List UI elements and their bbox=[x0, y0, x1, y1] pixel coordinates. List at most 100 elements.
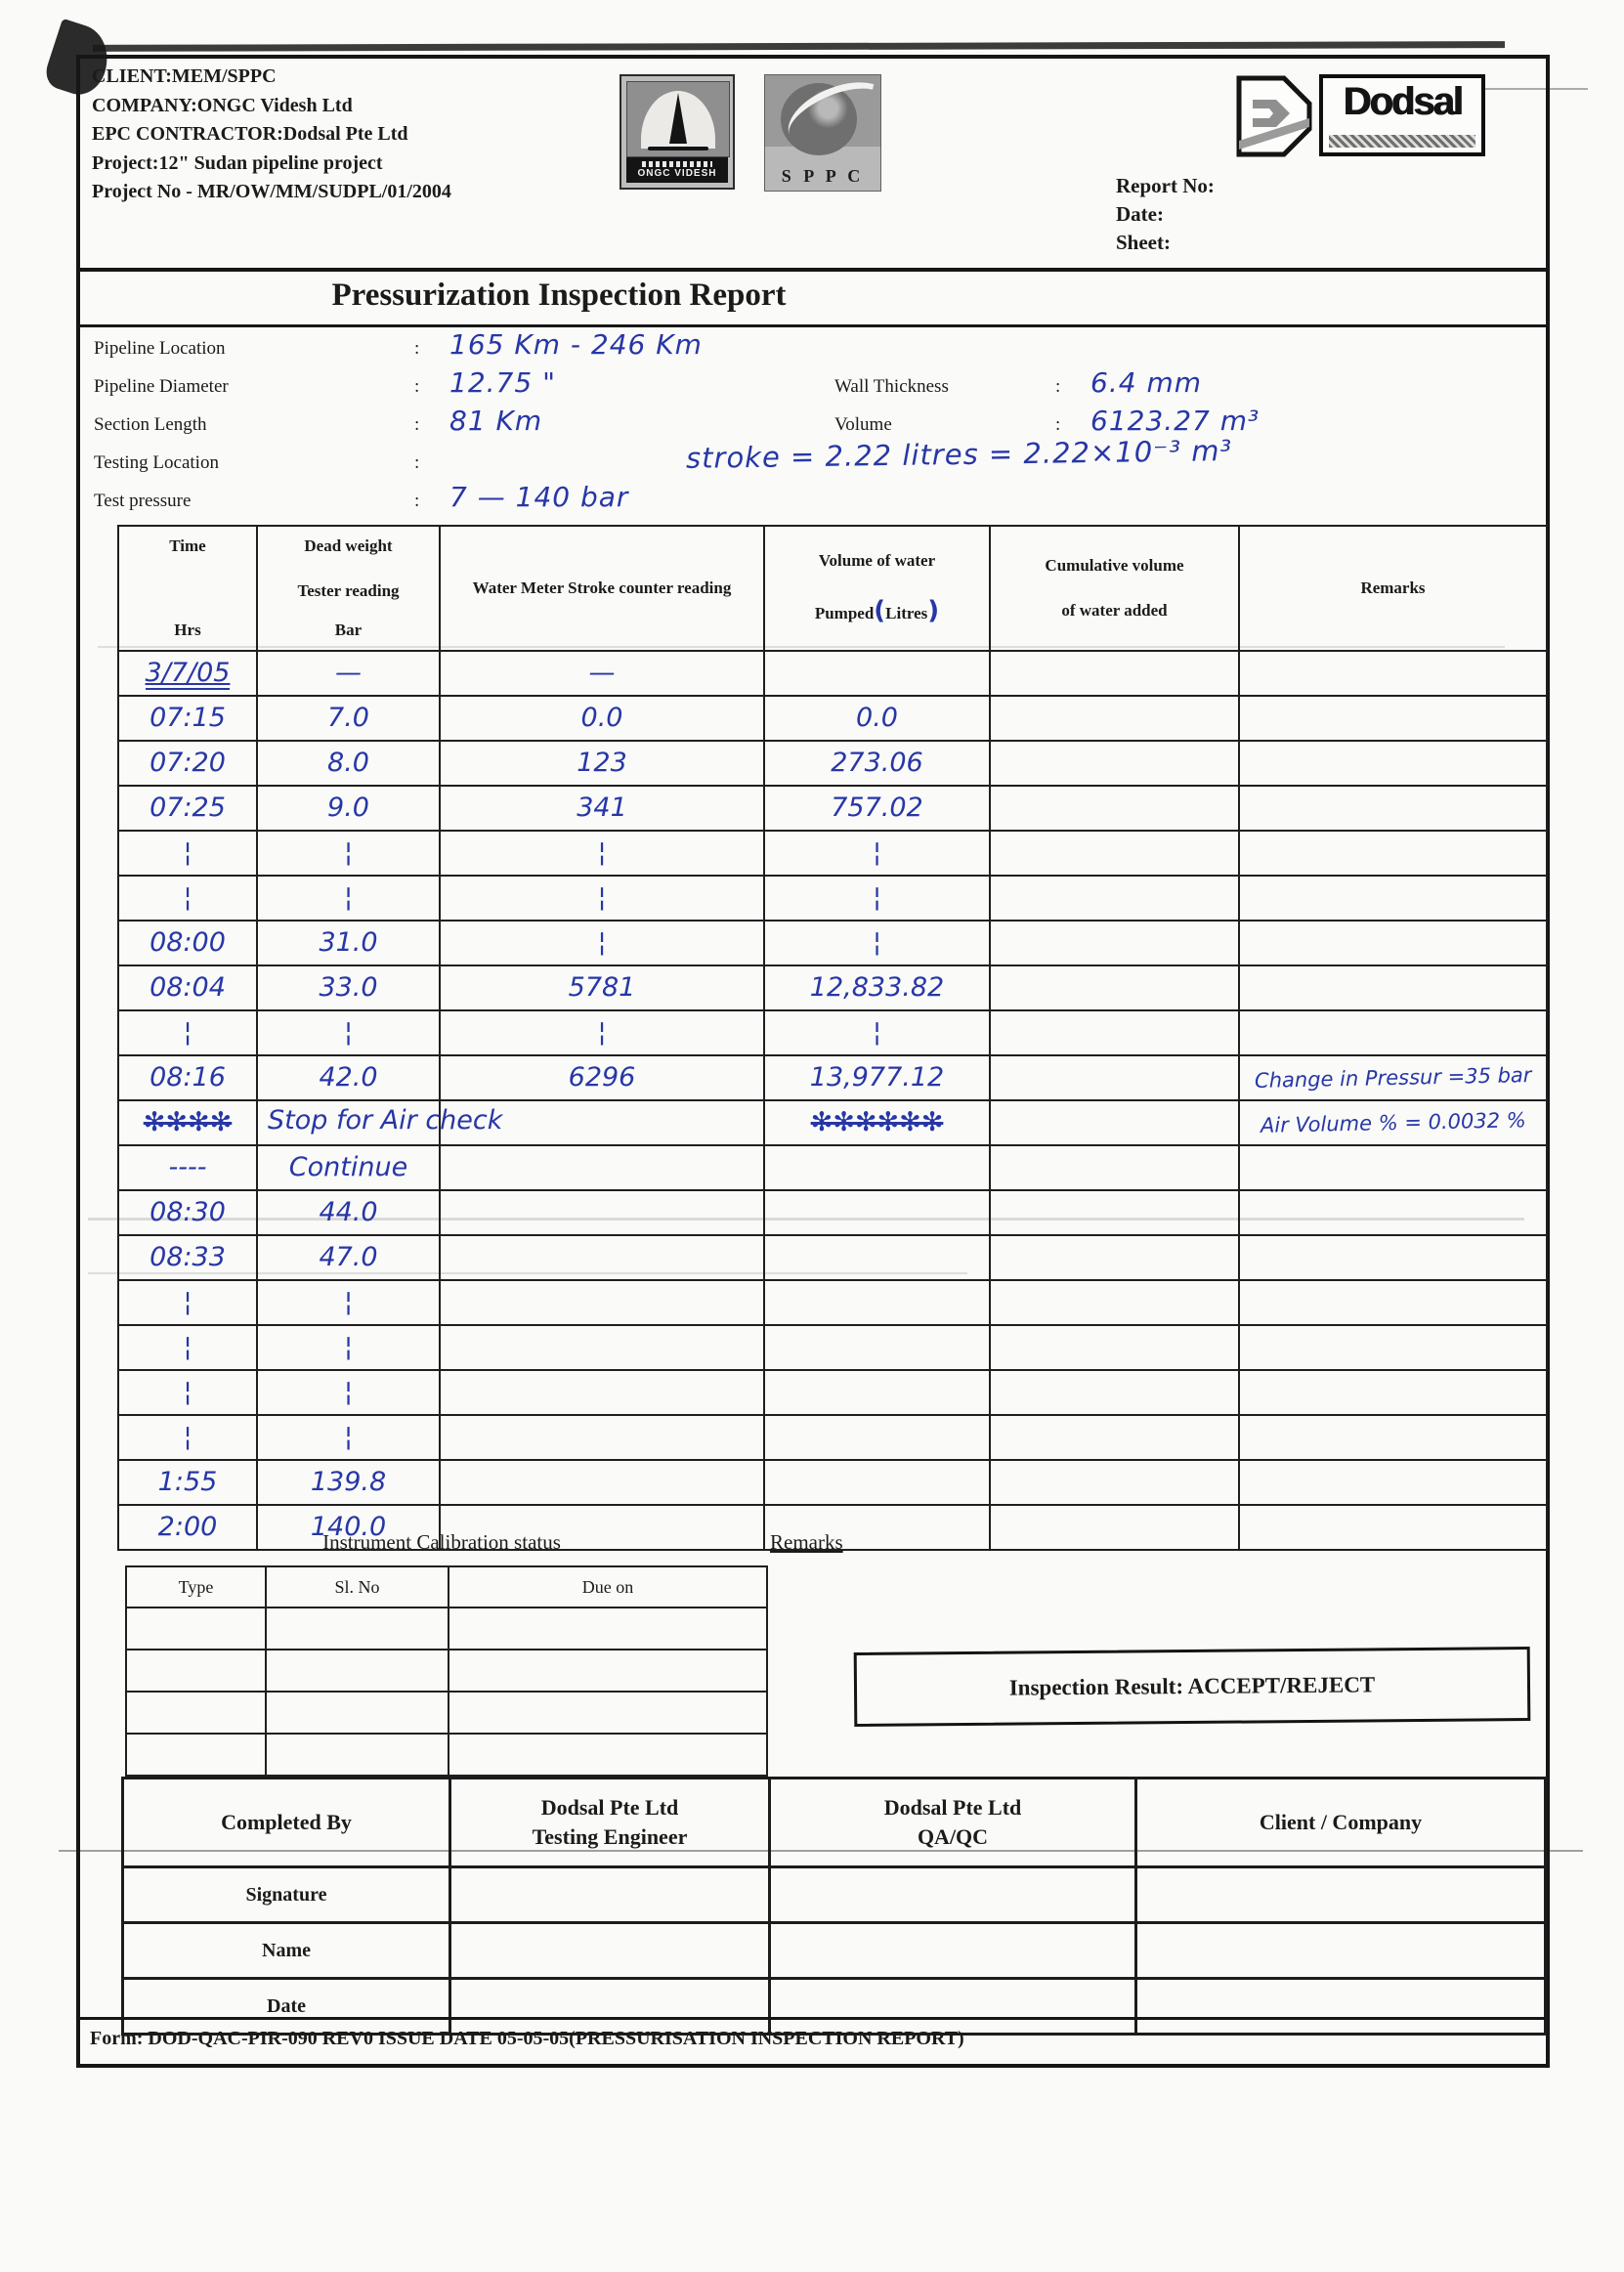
cell-stroke bbox=[439, 1369, 765, 1416]
cell-time: 07:20 bbox=[117, 740, 258, 787]
calibration-cell bbox=[125, 1691, 267, 1735]
field-test-pressure: Test pressure: 7 — 140 bar bbox=[94, 481, 628, 513]
cell-stroke bbox=[439, 1414, 765, 1461]
cell-vol: ¦ bbox=[763, 875, 991, 922]
cell-remark bbox=[1238, 1189, 1548, 1236]
col-header-client-company: Client / Company bbox=[1134, 1777, 1547, 1868]
row-label-name: Name bbox=[121, 1921, 451, 1980]
colon: : bbox=[1055, 376, 1061, 397]
cell-cum bbox=[989, 875, 1240, 922]
header-text: Cumulative volume bbox=[1045, 556, 1184, 575]
table-row: 08:30 44.0 bbox=[117, 1189, 1548, 1236]
cell-cum bbox=[989, 695, 1240, 742]
cell-stroke: 0.0 bbox=[439, 695, 765, 742]
cell-cum bbox=[989, 1144, 1240, 1191]
cell-stroke bbox=[439, 1144, 765, 1191]
calibration-cell bbox=[448, 1607, 768, 1650]
cell-vol bbox=[763, 650, 991, 697]
cell-stroke bbox=[439, 1279, 765, 1326]
cell-cum bbox=[989, 1279, 1240, 1326]
ongc-videsh-logo: ONGC VIDESH bbox=[620, 74, 735, 190]
cell-cum bbox=[989, 830, 1240, 877]
ongc-emblem-icon bbox=[626, 81, 730, 157]
cell-vol bbox=[763, 1459, 991, 1506]
field-label: Volume bbox=[834, 414, 892, 435]
cell-dwt: ¦ bbox=[256, 1279, 441, 1326]
dodsal-d-icon bbox=[1236, 75, 1312, 157]
cell-vol bbox=[763, 1324, 991, 1371]
cell-vol: 13,977.12 bbox=[763, 1054, 991, 1101]
dodsal-logo-text: Dodsal bbox=[1343, 80, 1463, 123]
col-header-time: Time Hrs bbox=[117, 525, 258, 652]
cell-dwt: 31.0 bbox=[256, 920, 441, 966]
cell-remark bbox=[1238, 1504, 1548, 1551]
cell-cum bbox=[989, 1369, 1240, 1416]
cell-vol bbox=[763, 1189, 991, 1236]
sppc-logo-text: S P P C bbox=[781, 166, 865, 186]
col-header-stroke-counter: Water Meter Stroke counter reading bbox=[439, 525, 765, 652]
date-row: Date bbox=[121, 1977, 1547, 2036]
project-line: Project:12" Sudan pipeline project bbox=[92, 151, 383, 174]
cell-time: 08:33 bbox=[117, 1234, 258, 1281]
field-pipeline-location: Pipeline Location: 165 Km - 246 Km bbox=[94, 328, 703, 361]
field-value-handwritten: 165 Km - 246 Km bbox=[449, 328, 703, 361]
table-row: 3/7/05— — bbox=[117, 650, 1548, 697]
cell-remark bbox=[1238, 830, 1548, 877]
stroke-calculation-note: stroke = 2.22 litres = 2.22×10⁻³ m³ bbox=[685, 434, 1233, 475]
signature-cell bbox=[1134, 1977, 1547, 2036]
calibration-cell bbox=[125, 1649, 267, 1693]
date-label: Date: bbox=[1116, 202, 1164, 226]
calibration-section-title: Instrument Calibration status bbox=[322, 1530, 561, 1554]
signature-cell bbox=[1134, 1865, 1547, 1924]
ongc-logo-text: ONGC VIDESH bbox=[637, 168, 717, 179]
table-row: ¦ ¦ bbox=[117, 1414, 1548, 1461]
cell-stroke: 5781 bbox=[439, 965, 765, 1011]
table-row: 07:15 7.0 0.0 0.0 bbox=[117, 695, 1548, 742]
table-row: ¦ ¦ bbox=[117, 1324, 1548, 1371]
cell-remark bbox=[1238, 1144, 1548, 1191]
cell-remark bbox=[1238, 1414, 1548, 1461]
field-label: Wall Thickness bbox=[834, 376, 949, 397]
cell-remark bbox=[1238, 1234, 1548, 1281]
sppc-logo: S P P C bbox=[764, 74, 881, 192]
colon: : bbox=[414, 491, 420, 511]
form-number-footer: Form: DOD-QAC-PIR-090 REV0 ISSUE DATE 05… bbox=[80, 2017, 1546, 2050]
cell-time: ---- bbox=[117, 1144, 258, 1191]
row-label-signature: Signature bbox=[121, 1865, 451, 1924]
cell-time: 08:30 bbox=[117, 1189, 258, 1236]
col-header-due-on: Due on bbox=[448, 1565, 768, 1608]
cell-time: ¦ bbox=[117, 1279, 258, 1326]
field-label: Pipeline Location bbox=[94, 338, 226, 359]
signature-cell bbox=[449, 1977, 771, 2036]
calibration-cell bbox=[125, 1607, 267, 1650]
header-text: Time bbox=[169, 536, 206, 555]
field-label: Pipeline Diameter bbox=[94, 376, 229, 397]
calibration-cell bbox=[125, 1733, 267, 1777]
cell-cum bbox=[989, 1189, 1240, 1236]
header-text: Water Meter Stroke counter reading bbox=[472, 579, 732, 597]
cell-vol: 757.02 bbox=[763, 785, 991, 832]
cell-vol bbox=[763, 1234, 991, 1281]
cell-cum bbox=[989, 1234, 1240, 1281]
field-label: Test pressure bbox=[94, 491, 192, 511]
report-meta-block: Report No: Date: Sheet: bbox=[1116, 172, 1215, 257]
calibration-cell bbox=[265, 1733, 449, 1777]
field-value-handwritten: 6.4 mm bbox=[1090, 366, 1203, 399]
cell-stroke: 6296 bbox=[439, 1054, 765, 1101]
cell-vol: ¦ bbox=[763, 830, 991, 877]
table-row: 07:20 8.0 123 273.06 bbox=[117, 740, 1548, 787]
pressurization-readings-table: Time Hrs Dead weight Tester reading Bar bbox=[117, 525, 1548, 1551]
cell-dwt: Continue bbox=[256, 1144, 441, 1191]
header-unit: Bar bbox=[334, 621, 363, 639]
table-row: ✻✻✻✻ Stop for Air check ✻✻✻✻✻✻ Air Volume %… bbox=[117, 1099, 1548, 1146]
cell-time: 2:00 bbox=[117, 1504, 258, 1551]
field-section-length: Section Length: 81 Km bbox=[94, 405, 542, 437]
cell-remark bbox=[1238, 1324, 1548, 1371]
company-line: COMPANY:ONGC Videsh Ltd bbox=[92, 94, 353, 116]
colon: : bbox=[414, 452, 420, 473]
cell-time: ¦ bbox=[117, 1414, 258, 1461]
cell-dwt: Stop for Air check bbox=[256, 1099, 502, 1146]
calibration-cell bbox=[448, 1691, 768, 1735]
cell-stroke: ¦ bbox=[439, 830, 765, 877]
